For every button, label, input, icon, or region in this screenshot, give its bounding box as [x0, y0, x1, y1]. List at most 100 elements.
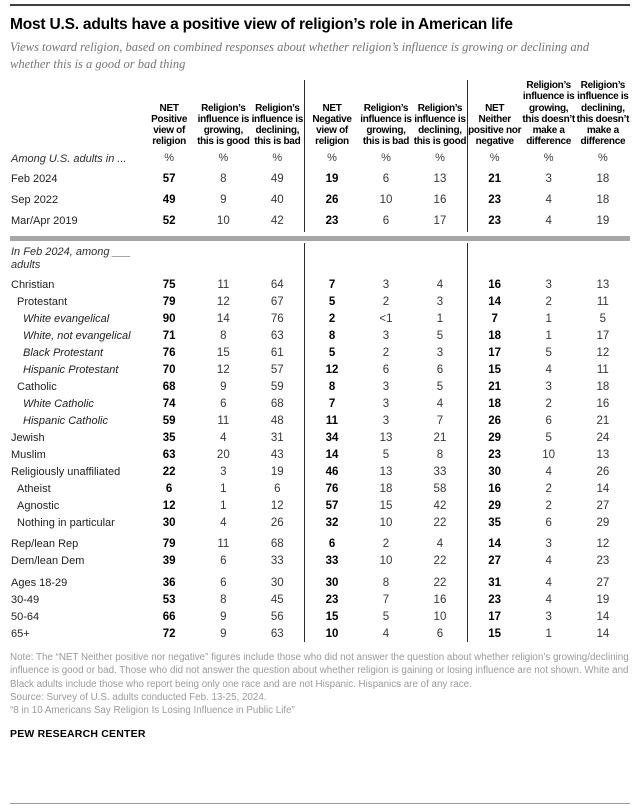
- value-cell: 4: [545, 555, 552, 568]
- value-cell: 13: [379, 431, 393, 444]
- table-row: Religiously unaffiliated 22 3 19 46 13 33 30 4 26: [10, 463, 630, 481]
- value-cell: 58: [433, 482, 447, 495]
- table-row: Hispanic Protestant 70 12 57 12 6 6 15 4 11: [10, 361, 630, 379]
- value-cell: 3: [545, 610, 552, 623]
- value-cell: 5: [382, 448, 390, 461]
- value-cell: 7: [436, 414, 444, 427]
- value-cell: 2: [545, 295, 552, 308]
- value-cell: 15: [379, 499, 393, 512]
- column-header-row: NET Positive view of religion Religion’s…: [10, 80, 630, 151]
- row-label: Mar/Apr 2019: [11, 215, 78, 228]
- value-cell: 18: [379, 482, 393, 495]
- value-cell: 14: [596, 627, 610, 640]
- value-cell: 9: [220, 627, 227, 640]
- value-cell: 4: [545, 194, 552, 207]
- value-cell: 11: [596, 363, 609, 376]
- net-value-cell: 19: [304, 168, 359, 190]
- value-cell: 3: [382, 380, 390, 393]
- value-cell: 33: [433, 465, 447, 478]
- net-value-cell: 46: [304, 463, 359, 481]
- net-value-cell: 8: [304, 327, 359, 345]
- table-row: Sep 2022 49 9 40 26 10 16 23 4 18: [10, 189, 630, 211]
- table-row: White evangelical 90 14 76 2 <1 1 7 1 5: [10, 310, 630, 328]
- value-cell: 61: [270, 346, 284, 359]
- value-cell: 63: [270, 329, 284, 342]
- value-cell: 63: [270, 627, 284, 640]
- net-value-cell: 66: [162, 610, 176, 623]
- percent-sign: %: [164, 151, 174, 164]
- value-cell: 6: [382, 173, 390, 186]
- row-label: 65+: [11, 627, 30, 640]
- column-header-declining-bad: Religion’s influence is declining, this …: [251, 102, 304, 148]
- net-value-cell: 57: [162, 173, 176, 186]
- table-row: Mar/Apr 2019 52 10 42 23 6 17 23 4 19: [10, 210, 630, 232]
- value-cell: 16: [433, 194, 447, 207]
- value-cell: 4: [545, 593, 552, 606]
- value-cell: 48: [270, 414, 284, 427]
- value-cell: 57: [270, 363, 284, 376]
- net-value-cell: 6: [165, 482, 173, 495]
- data-table: NET Positive view of religion Religion’s…: [10, 80, 630, 643]
- value-cell: 19: [596, 215, 610, 228]
- row-label: Black Protestant: [23, 346, 104, 359]
- net-value-cell: 35: [466, 514, 522, 532]
- net-value-cell: 49: [162, 194, 176, 207]
- value-cell: 3: [545, 538, 552, 551]
- net-value-cell: 5: [304, 293, 359, 311]
- value-cell: 2: [545, 397, 552, 410]
- value-cell: 8: [220, 173, 227, 186]
- value-cell: 3: [382, 397, 390, 410]
- net-value-cell: 15: [466, 361, 522, 379]
- net-value-cell: 30: [466, 463, 522, 481]
- net-value-cell: 23: [466, 591, 522, 609]
- value-cell: 13: [379, 465, 393, 478]
- value-cell: 4: [545, 465, 552, 478]
- value-cell: 8: [220, 593, 227, 606]
- column-header-net-negative: NET Negative view of religion: [304, 80, 359, 151]
- percent-sign: %: [381, 151, 391, 164]
- value-cell: 14: [596, 482, 610, 495]
- value-cell: 24: [596, 431, 610, 444]
- net-value-cell: 21: [466, 168, 522, 190]
- net-value-cell: 22: [162, 465, 176, 478]
- table-row: 30-49 53 8 45 23 7 16 23 4 19: [10, 591, 630, 609]
- net-value-cell: 14: [466, 293, 522, 311]
- value-cell: 22: [433, 576, 447, 589]
- net-value-cell: 31: [466, 569, 522, 592]
- value-cell: 6: [220, 397, 227, 410]
- percent-sign: %: [597, 151, 608, 164]
- value-cell: 40: [270, 194, 284, 207]
- value-cell: 8: [436, 448, 444, 461]
- value-cell: 3: [545, 173, 552, 186]
- value-cell: 13: [433, 173, 447, 186]
- value-cell: 10: [379, 516, 393, 529]
- row-label: White evangelical: [23, 312, 110, 325]
- net-value-cell: 90: [162, 312, 176, 325]
- value-cell: 16: [596, 397, 610, 410]
- note-text: Note: The “NET Neither positive nor nega…: [10, 652, 629, 690]
- value-cell: 42: [433, 499, 447, 512]
- top-divider: [10, 4, 630, 6]
- value-cell: 9: [220, 610, 227, 623]
- value-cell: 13: [596, 448, 610, 461]
- table-row: Agnostic 12 1 12 57 15 42 29 2 27: [10, 497, 630, 515]
- value-cell: 18: [596, 173, 610, 186]
- row-label: 30-49: [11, 593, 40, 606]
- net-value-cell: 18: [466, 395, 522, 413]
- value-cell: 6: [220, 576, 227, 589]
- net-value-cell: 63: [162, 448, 176, 461]
- value-cell: 5: [599, 312, 607, 325]
- value-cell: 18: [596, 380, 610, 393]
- row-label: Jewish: [11, 431, 45, 444]
- report-title-text: “8 in 10 Americans Say Religion Is Losin…: [10, 705, 295, 717]
- section-divider-bar: [10, 232, 630, 243]
- net-value-cell: 15: [304, 608, 359, 626]
- value-cell: 2: [545, 482, 552, 495]
- net-value-cell: 12: [162, 499, 176, 512]
- net-value-cell: 75: [162, 278, 176, 291]
- value-cell: 14: [216, 312, 230, 325]
- section-label-groups: In Feb 2024, among ___ adults: [11, 245, 131, 271]
- value-cell: 1: [545, 312, 552, 325]
- value-cell: 5: [382, 610, 390, 623]
- column-header-net-neither: NET Neither positive nor negative: [466, 80, 522, 151]
